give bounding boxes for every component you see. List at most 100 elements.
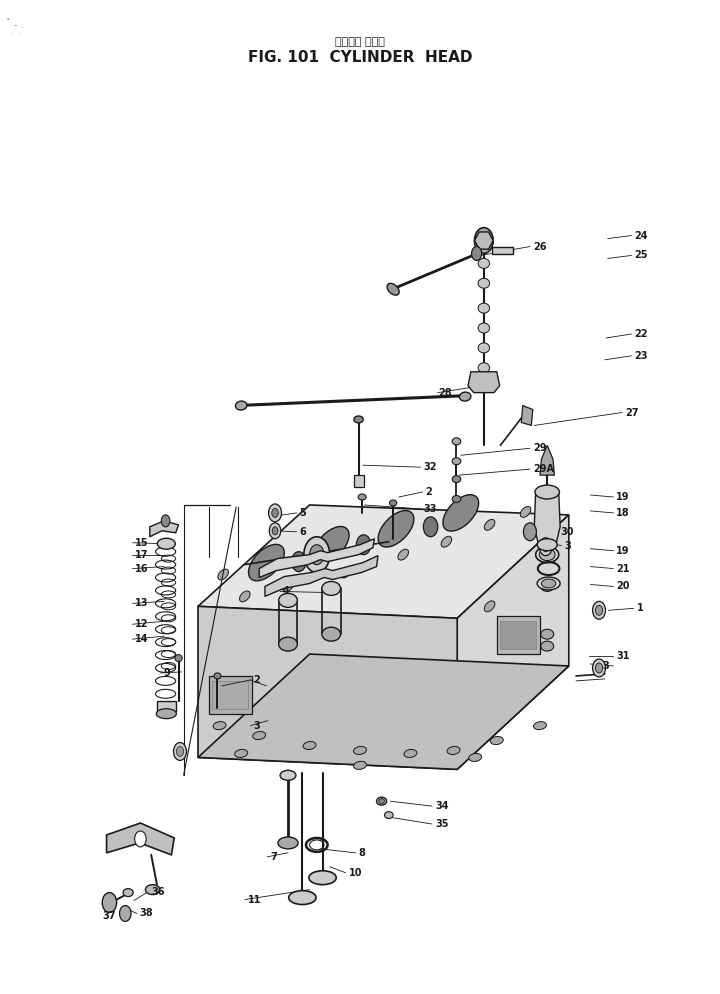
Circle shape [176, 746, 184, 756]
Ellipse shape [235, 749, 248, 757]
Polygon shape [474, 232, 493, 249]
Ellipse shape [378, 511, 414, 547]
Circle shape [102, 893, 117, 912]
Ellipse shape [156, 709, 176, 719]
Text: 4: 4 [283, 586, 289, 596]
Text: 13: 13 [135, 598, 149, 608]
Text: 32: 32 [423, 462, 437, 472]
Ellipse shape [478, 278, 490, 288]
Ellipse shape [145, 885, 160, 895]
Ellipse shape [240, 591, 250, 601]
Ellipse shape [541, 641, 554, 651]
Ellipse shape [158, 539, 176, 549]
Ellipse shape [485, 601, 495, 611]
Ellipse shape [541, 579, 556, 588]
Circle shape [593, 601, 606, 619]
Polygon shape [492, 247, 513, 254]
Ellipse shape [452, 457, 461, 465]
Ellipse shape [387, 283, 399, 295]
Text: 2: 2 [253, 675, 260, 685]
Ellipse shape [447, 746, 460, 754]
Text: ·: · [6, 13, 10, 27]
Ellipse shape [322, 581, 341, 595]
Ellipse shape [214, 673, 221, 679]
Text: 23: 23 [634, 351, 648, 361]
Text: 15: 15 [135, 538, 149, 548]
Circle shape [474, 228, 493, 253]
Text: 16: 16 [135, 564, 149, 574]
Ellipse shape [490, 737, 503, 745]
Ellipse shape [537, 577, 560, 590]
Polygon shape [521, 406, 533, 425]
Circle shape [593, 659, 606, 677]
Ellipse shape [478, 343, 490, 353]
Circle shape [356, 535, 371, 555]
Text: 3: 3 [564, 541, 571, 551]
Text: 30: 30 [560, 527, 574, 537]
Text: 1: 1 [636, 603, 643, 613]
Text: 35: 35 [435, 819, 449, 829]
Text: 25: 25 [634, 250, 648, 260]
Text: 36: 36 [151, 887, 165, 897]
Text: 19: 19 [616, 492, 630, 502]
Text: 20: 20 [616, 581, 630, 591]
Circle shape [272, 509, 279, 518]
Text: シリンダ ヘッド: シリンダ ヘッド [335, 37, 385, 47]
Ellipse shape [354, 415, 364, 423]
Ellipse shape [478, 363, 490, 373]
Circle shape [595, 663, 603, 673]
Ellipse shape [283, 581, 293, 591]
Ellipse shape [123, 889, 133, 897]
Ellipse shape [248, 545, 284, 580]
Ellipse shape [280, 770, 296, 780]
Circle shape [292, 552, 306, 572]
Text: 7: 7 [270, 852, 276, 862]
Ellipse shape [452, 475, 461, 483]
Text: 8: 8 [359, 848, 366, 858]
Polygon shape [457, 515, 569, 769]
Ellipse shape [390, 500, 397, 506]
Bar [500, 621, 536, 649]
Text: 29: 29 [533, 443, 546, 453]
Ellipse shape [253, 732, 266, 740]
Polygon shape [540, 445, 554, 475]
Circle shape [523, 523, 536, 541]
Bar [354, 475, 364, 487]
Polygon shape [198, 654, 569, 769]
Circle shape [542, 542, 549, 552]
Ellipse shape [404, 749, 417, 757]
Circle shape [120, 906, 131, 921]
Circle shape [304, 537, 330, 573]
Ellipse shape [359, 494, 366, 500]
Polygon shape [259, 539, 374, 578]
Circle shape [135, 831, 146, 847]
Polygon shape [150, 521, 179, 537]
Text: 9: 9 [163, 668, 170, 678]
Ellipse shape [175, 655, 182, 662]
Circle shape [423, 517, 438, 537]
Ellipse shape [279, 593, 297, 607]
Ellipse shape [542, 500, 552, 510]
Ellipse shape [289, 891, 316, 905]
Text: FIG. 101  CYLINDER  HEAD: FIG. 101 CYLINDER HEAD [248, 50, 472, 66]
Circle shape [161, 515, 170, 527]
Text: 6: 6 [300, 527, 306, 537]
Ellipse shape [354, 746, 366, 754]
Text: 29A: 29A [533, 464, 554, 474]
Text: 24: 24 [634, 231, 648, 241]
Polygon shape [534, 492, 560, 545]
Ellipse shape [485, 520, 495, 530]
Text: 14: 14 [135, 634, 149, 644]
Ellipse shape [313, 527, 349, 563]
Ellipse shape [303, 742, 316, 749]
Bar [157, 701, 176, 711]
Ellipse shape [398, 550, 408, 560]
Ellipse shape [354, 761, 366, 769]
Circle shape [539, 538, 552, 556]
Ellipse shape [521, 507, 531, 517]
Circle shape [269, 504, 282, 522]
Text: 18: 18 [616, 508, 630, 518]
Ellipse shape [459, 392, 471, 402]
Polygon shape [107, 823, 174, 855]
Text: 5: 5 [300, 508, 306, 518]
